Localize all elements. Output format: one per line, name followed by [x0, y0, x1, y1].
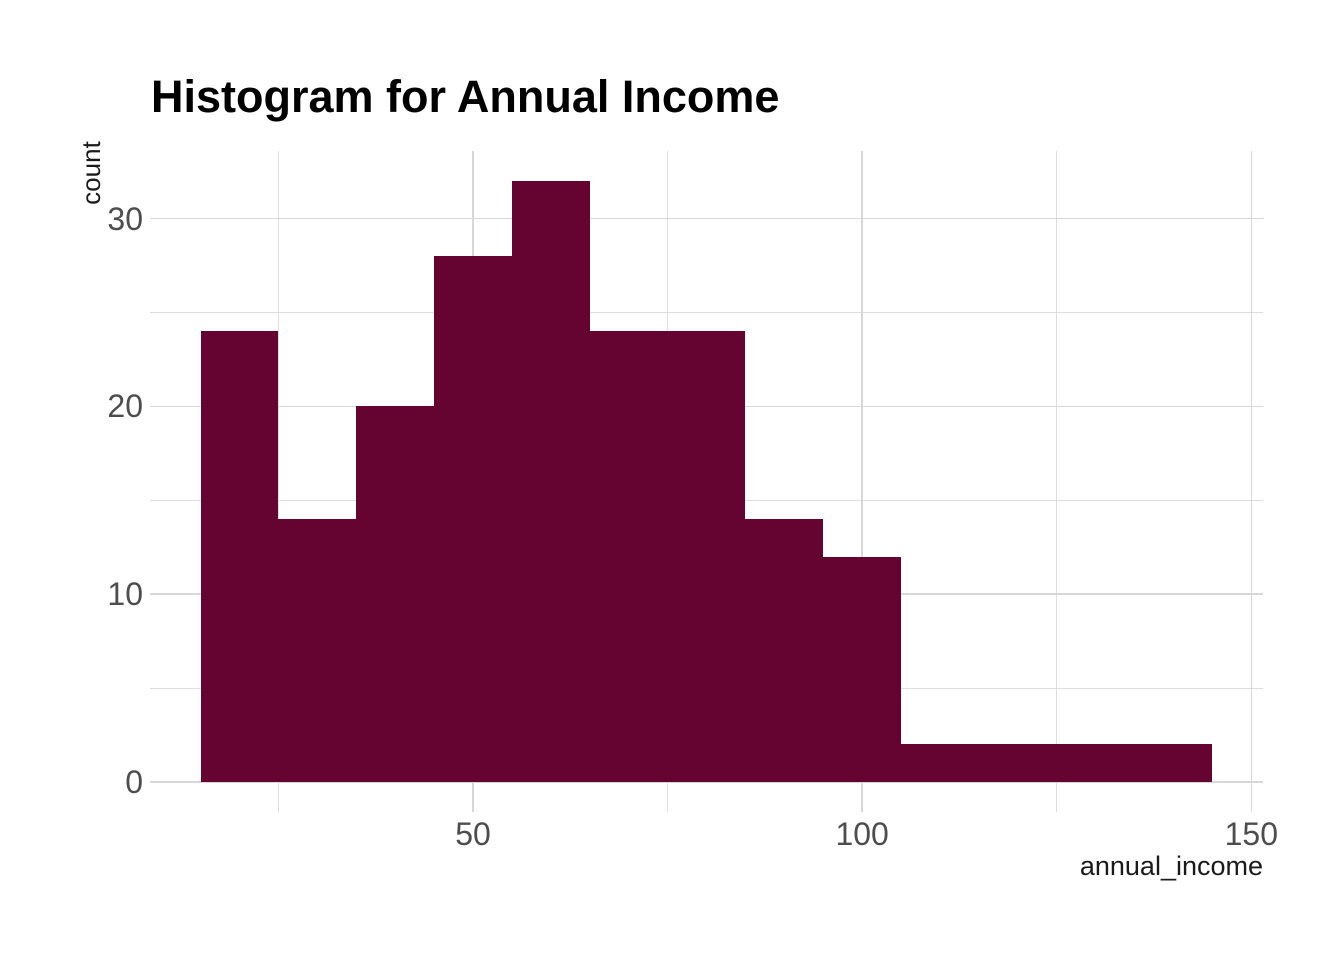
- y-tick-label: 20: [107, 388, 143, 425]
- histogram-bar: [901, 744, 979, 782]
- x-tick-label: 100: [835, 816, 889, 852]
- histogram-bar: [434, 256, 512, 782]
- x-tick-label: 50: [455, 816, 491, 852]
- y-tick-label: 30: [107, 200, 143, 237]
- gridline-y-minor: [150, 311, 1263, 313]
- gridline-y-major: [150, 217, 1263, 220]
- histogram-bar: [1134, 744, 1213, 782]
- histogram-bar: [200, 331, 279, 782]
- y-tick-label: 0: [125, 763, 143, 800]
- plot-panel: [150, 151, 1263, 812]
- histogram-bar: [978, 744, 1057, 782]
- y-tick-label: 10: [107, 576, 143, 613]
- histogram-bar: [589, 331, 668, 782]
- gridline-x-major: [861, 151, 863, 812]
- histogram-bar: [667, 331, 746, 782]
- histogram-bar: [1056, 744, 1135, 782]
- histogram-bar: [823, 556, 902, 782]
- gridline-x-minor: [1056, 151, 1058, 812]
- chart-title: Histogram for Annual Income: [151, 71, 780, 122]
- histogram-bar: [278, 519, 357, 782]
- gridline-y-major: [150, 781, 1263, 783]
- gridline-x-minor: [277, 151, 279, 812]
- histogram-bar: [511, 181, 590, 782]
- histogram-bar: [745, 519, 824, 782]
- x-tick-label: 150: [1224, 816, 1278, 852]
- histogram-bar: [356, 406, 435, 782]
- gridline-x-major: [1250, 151, 1253, 812]
- x-axis-title: annual_income: [1079, 851, 1263, 881]
